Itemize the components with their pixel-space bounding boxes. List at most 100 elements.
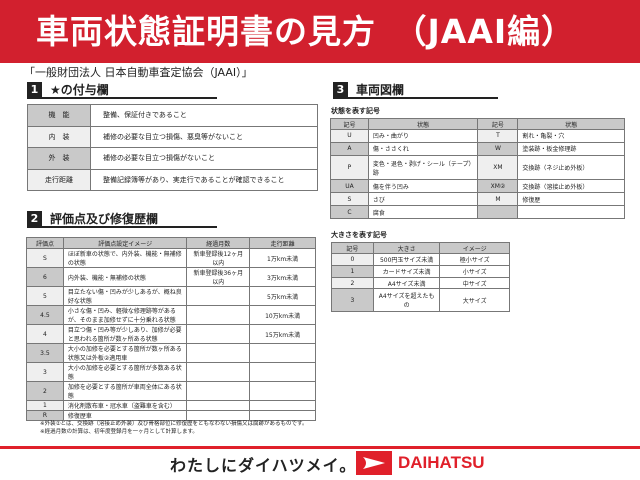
- table-row: 3 A4サイズを超えたもの 大サイズ: [331, 288, 510, 312]
- table-cell: A4サイズを超えたもの: [372, 288, 441, 312]
- note: ※経過月数の計算は、初年度登録月を一ヶ月として計算します。: [40, 429, 198, 435]
- table-cell: 1: [331, 264, 374, 278]
- table-cell: C: [330, 205, 369, 219]
- table-cell: T: [477, 129, 519, 143]
- column-header: 状態: [517, 118, 625, 130]
- section-2-heading: 2 評価点及び修復歴欄: [27, 211, 217, 228]
- table-cell: P: [330, 154, 369, 181]
- table-cell: [186, 305, 251, 325]
- column-header: イメージ: [439, 242, 510, 254]
- column-header: 記号: [477, 118, 519, 130]
- table-cell: 小さな傷・凹み、軽微な修理跡等があるが、そのまま加修せずに十分乗れる状態: [62, 305, 188, 325]
- table-cell: さび: [367, 192, 479, 207]
- table-row: 6 内外装、機能・無補修の状態 新車登録後36ヶ月以内 3万km未満: [26, 267, 316, 287]
- table-row: R 修復歴車: [26, 410, 316, 421]
- column-header: 走行距離: [249, 237, 316, 249]
- row-text: 補修の必要な目立つ損傷がないこと: [90, 147, 318, 170]
- table-row: 内 装補修の必要な目立つ損傷、悪臭等がないこと: [27, 125, 318, 148]
- table-cell: 3: [26, 362, 64, 382]
- table-cell: XM②: [477, 179, 519, 194]
- table-cell: UA: [330, 179, 369, 194]
- table-cell: [186, 410, 251, 421]
- notes: ※外装②とは、交換跡（溶接止め外装）及び骨格部位に修復歴をともなわない損傷又は腐…: [40, 420, 308, 436]
- table-row: 3.5 大小の加修を必要とする箇所が数ヶ所ある状態又は外板②適用車: [26, 343, 316, 363]
- column-header: 経過月数: [186, 237, 251, 249]
- table-cell: 1: [26, 400, 64, 411]
- table-cell: 10万km未満: [249, 305, 316, 325]
- table-cell: 500円玉サイズ未満: [372, 253, 441, 266]
- table-cell: 交換跡（ネジ止め外板）: [517, 154, 625, 181]
- table-cell: 新車登録後12ヶ月以内: [186, 248, 251, 268]
- section-number: 3: [333, 82, 348, 97]
- size-label: 大きさを表す記号: [331, 231, 387, 239]
- table-cell: 目立たない傷・凹みが少しあるが、概ね良好な状態: [62, 286, 188, 306]
- table-cell: 加修を必要とする箇所が車両全体にある状態: [62, 381, 188, 401]
- table-cell: 5: [26, 286, 64, 306]
- table-cell: 目立つ傷・凹み等が少しあり、加修が必要と思われる箇所が数ヶ所ある状態: [62, 324, 188, 344]
- note: ※外装②とは、交換跡（溶接止め外装）及び骨格部位に修復歴をともなわない損傷又は腐…: [40, 421, 308, 427]
- table-row: UA 傷を伴う凹み XM② 交換跡（溶接止め外板）: [330, 179, 625, 194]
- column-header: 評価点設定イメージ: [62, 237, 188, 249]
- table-cell: 6: [26, 267, 64, 287]
- grade-table: 評価点 評価点設定イメージ 経過月数 走行距離 S ほぼ新車の状態で、内外装、機能・無補修…: [26, 237, 316, 421]
- table-row: S ほぼ新車の状態で、内外装、機能・無補修の状態 新車登録後12ヶ月以内 1万km未満: [26, 248, 316, 268]
- table-cell: [186, 362, 251, 382]
- table-row: A 傷・ささくれ W 塗装跡・板金修理跡: [330, 141, 625, 156]
- table-row: P 変色・退色・剥げ・シール（テープ）跡 XM 交換跡（ネジ止め外板）: [330, 154, 625, 181]
- table-cell: U: [330, 129, 369, 143]
- row-text: 補修の必要な目立つ損傷、悪臭等がないこと: [90, 125, 318, 148]
- table-cell: 1万km未満: [249, 248, 316, 268]
- section-title: ★の付与欄: [50, 83, 109, 97]
- table-cell: 凹み・曲がり: [367, 129, 479, 143]
- section-number: 2: [27, 211, 42, 226]
- table-cell: [249, 410, 316, 421]
- table-cell: S: [330, 192, 369, 207]
- table-cell: XM: [477, 154, 519, 181]
- row-label: 外 装: [27, 147, 91, 170]
- table-cell: A4サイズ未満: [372, 276, 441, 290]
- table-row: C 腐食: [330, 205, 625, 219]
- table-cell: R: [26, 410, 64, 421]
- table-cell: M: [477, 192, 519, 207]
- table-cell: 傷を伴う凹み: [367, 179, 479, 194]
- table-cell: 小サイズ: [439, 264, 510, 278]
- table-cell: [186, 381, 251, 401]
- table-cell: A: [330, 141, 369, 156]
- table-cell: 修復歴: [517, 192, 625, 207]
- section-number: 1: [27, 82, 42, 97]
- table-row: 0 500円玉サイズ未満 極小サイズ: [331, 253, 510, 266]
- section-title: 車両図欄: [356, 83, 405, 97]
- row-label: 走行距離: [27, 168, 91, 191]
- table-row: 外 装補修の必要な目立つ損傷がないこと: [27, 147, 318, 170]
- table-cell: 新車登録後36ヶ月以内: [186, 267, 251, 287]
- table-cell: 5万km未満: [249, 286, 316, 306]
- table-cell: 大サイズ: [439, 288, 510, 312]
- table-cell: 3: [331, 288, 374, 312]
- condition-table: 記号 状態 記号 状態 U 凹み・曲がり T 割れ・亀裂・穴 A 傷・ささくれ W 塗装跡・板金修理跡…: [330, 118, 625, 219]
- column-header: 記号: [331, 242, 374, 254]
- column-header: 記号: [330, 118, 369, 130]
- table-cell: [186, 324, 251, 344]
- table-cell: 極小サイズ: [439, 253, 510, 266]
- row-text: 整備、保証付きであること: [90, 104, 318, 127]
- table-cell: カードサイズ未満: [372, 264, 441, 278]
- table-row: 1 カードサイズ未満 小サイズ: [331, 264, 510, 278]
- table-cell: 交換跡（溶接止め外板）: [517, 179, 625, 194]
- section-1-heading: 1 ★の付与欄: [27, 82, 217, 99]
- column-header: 状態: [367, 118, 479, 130]
- table-cell: 傷・ささくれ: [367, 141, 479, 156]
- table-cell: [249, 400, 316, 411]
- table-cell: 修復歴車: [62, 410, 188, 421]
- table-cell: [517, 205, 625, 219]
- column-header: 評価点: [26, 237, 64, 249]
- section-3-heading: 3 車両図欄: [333, 82, 498, 99]
- table-row: 2 A4サイズ未満 中サイズ: [331, 276, 510, 290]
- table-cell: S: [26, 248, 64, 268]
- table-cell: [186, 343, 251, 363]
- table-row: U 凹み・曲がり T 割れ・亀裂・穴: [330, 129, 625, 143]
- column-header: 大きさ: [372, 242, 441, 254]
- table-cell: [186, 286, 251, 306]
- table-cell: 大小の加修を必要とする箇所が数ヶ所ある状態又は外板②適用車: [62, 343, 188, 363]
- table-cell: 塗装跡・板金修理跡: [517, 141, 625, 156]
- table-cell: [477, 205, 519, 219]
